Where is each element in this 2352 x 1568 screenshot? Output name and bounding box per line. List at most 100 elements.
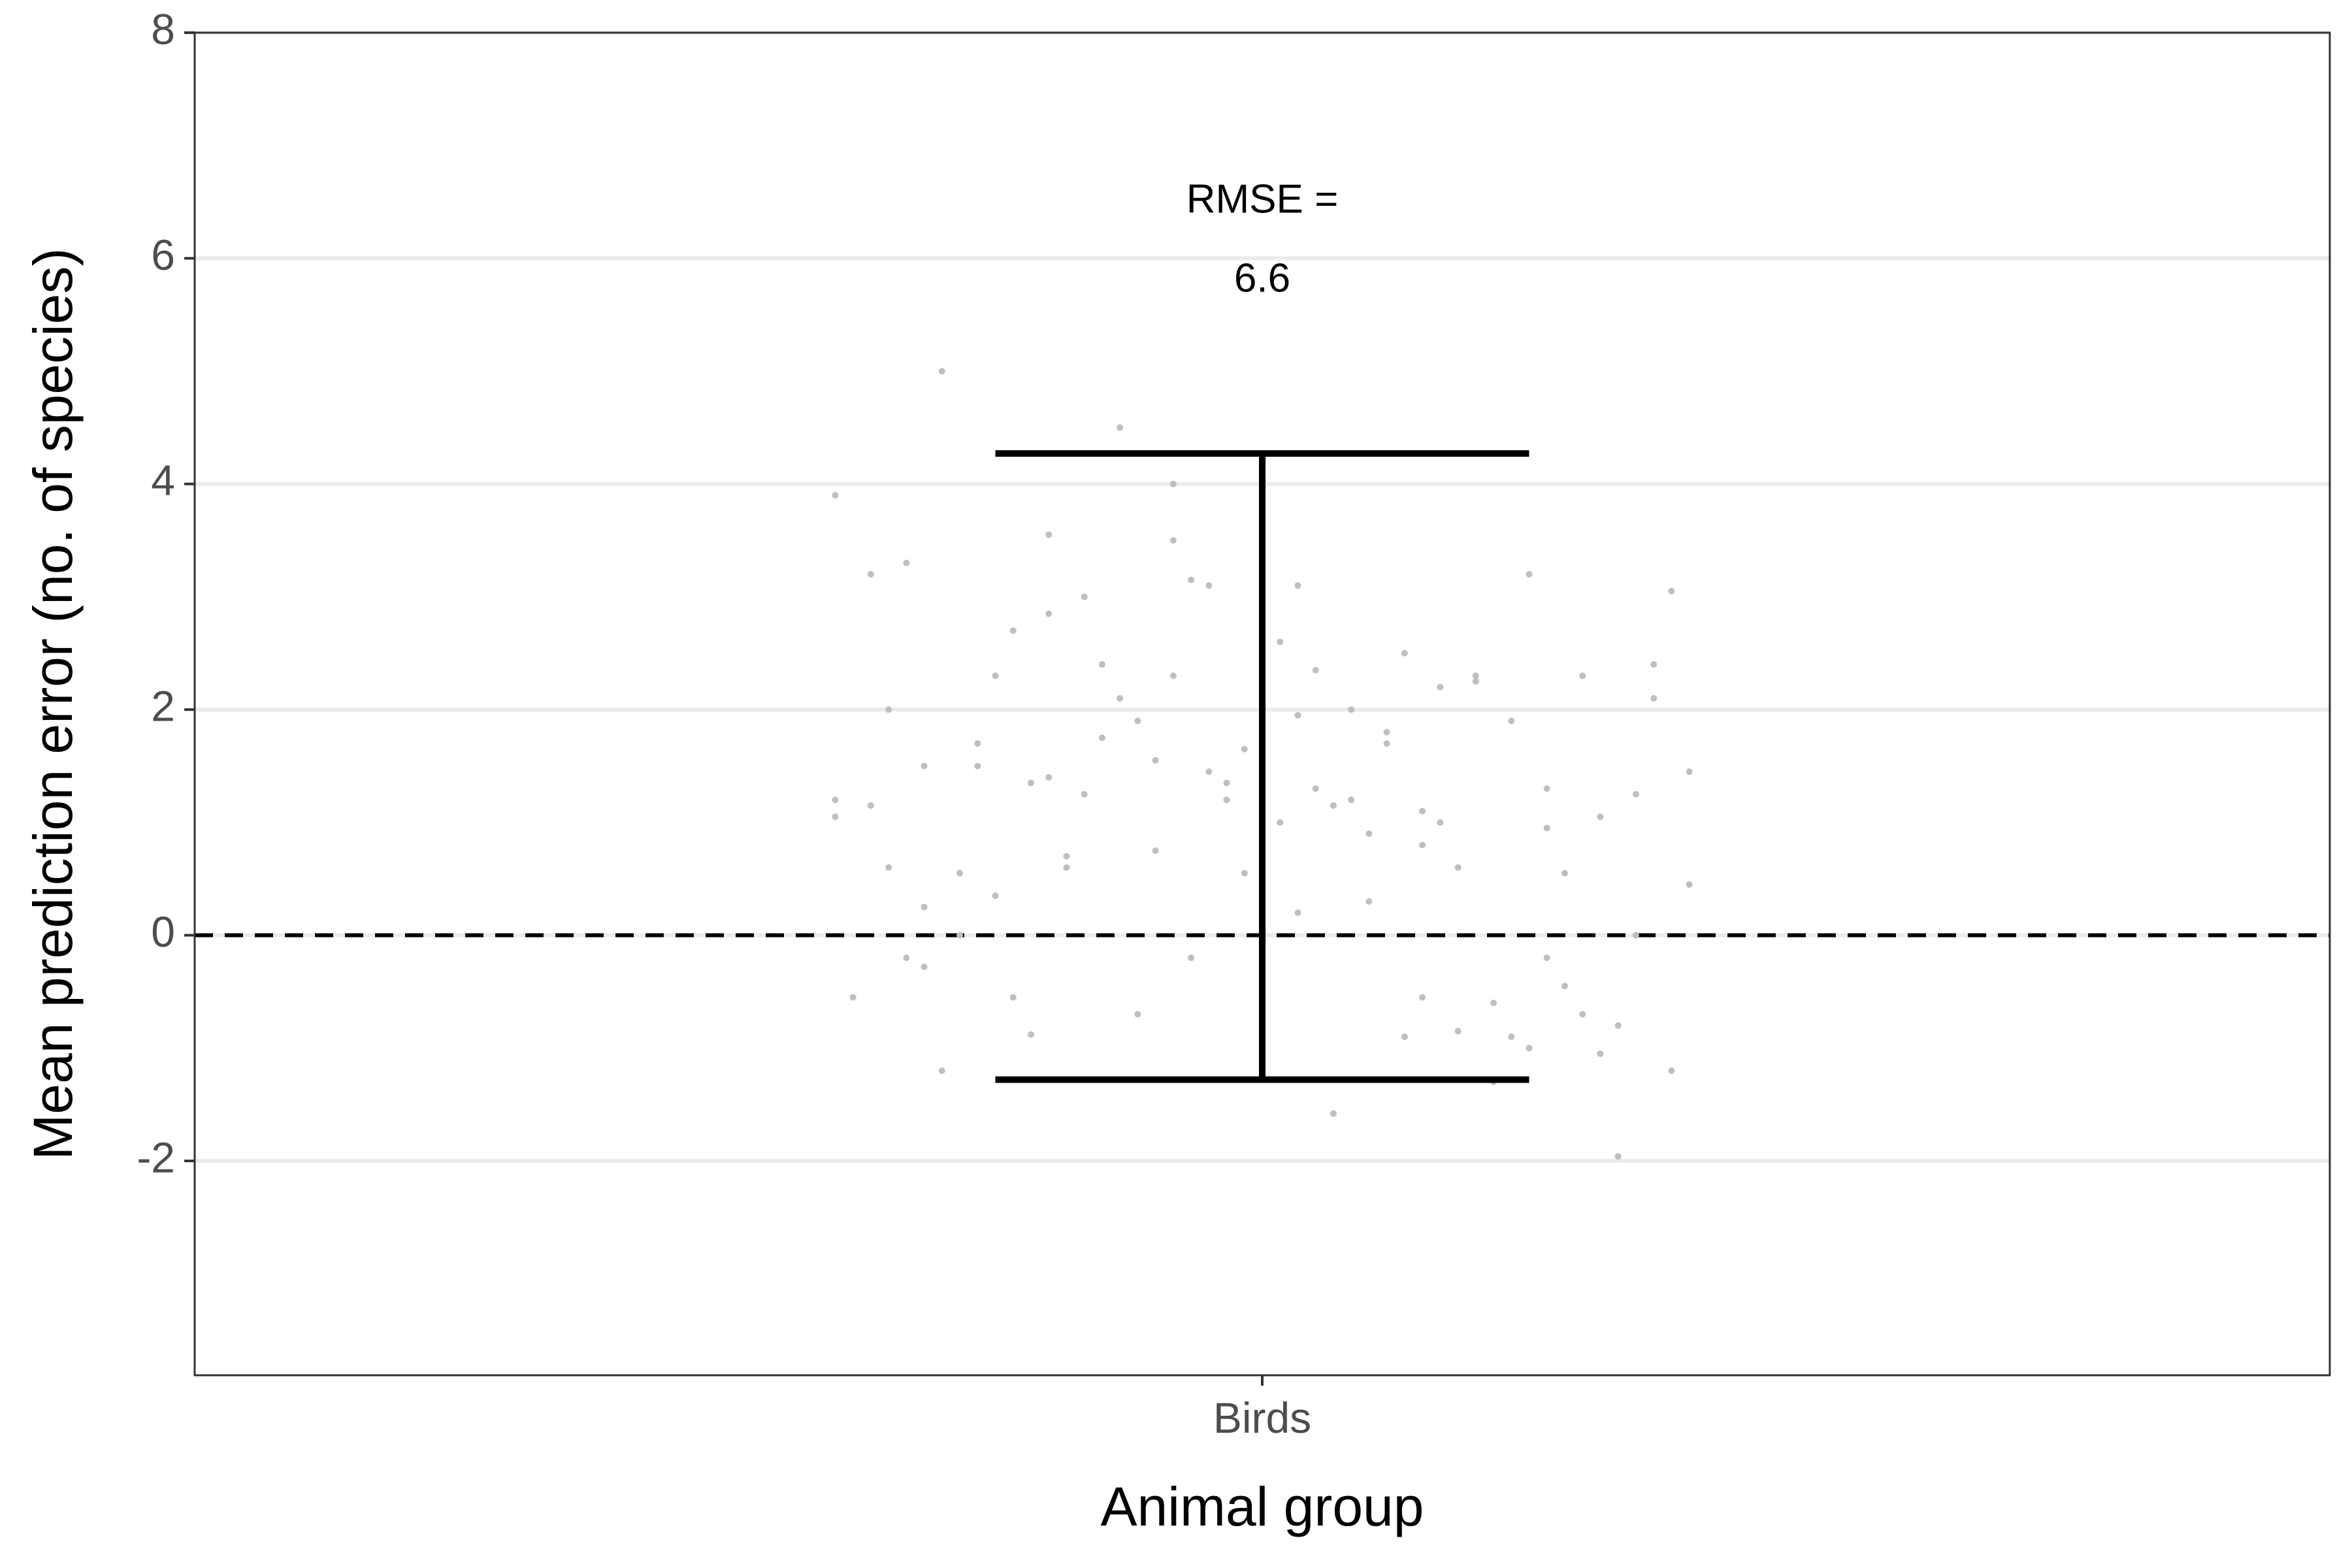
data-point xyxy=(1045,531,1053,538)
data-point xyxy=(1543,825,1550,832)
data-point xyxy=(867,570,874,578)
y-tick-label: 6 xyxy=(151,231,175,279)
error-bar xyxy=(995,450,1529,1083)
data-point xyxy=(1277,638,1284,645)
data-point xyxy=(1561,983,1568,990)
data-point xyxy=(1009,994,1017,1001)
data-point xyxy=(1472,672,1479,679)
data-point xyxy=(1045,774,1053,781)
rmse-value: 6.6 xyxy=(1234,255,1290,301)
data-point xyxy=(1009,627,1017,634)
data-point xyxy=(1419,994,1426,1001)
data-point xyxy=(1632,791,1639,798)
data-point xyxy=(1045,610,1053,617)
y-tick-label: 0 xyxy=(151,907,175,956)
data-point xyxy=(1668,587,1675,595)
data-point xyxy=(1223,796,1230,804)
data-point xyxy=(992,672,999,679)
data-point xyxy=(1508,717,1515,725)
data-point xyxy=(1117,694,1124,702)
data-point xyxy=(974,762,981,770)
data-point xyxy=(938,1067,945,1074)
data-point xyxy=(1294,909,1301,916)
data-point xyxy=(849,994,857,1001)
data-point xyxy=(1454,1028,1462,1035)
data-point xyxy=(1419,808,1426,815)
data-point xyxy=(1081,791,1088,798)
data-point xyxy=(1348,706,1355,713)
data-point xyxy=(1437,683,1444,691)
data-point xyxy=(1579,672,1586,679)
y-tick-label: 4 xyxy=(151,456,175,504)
x-tick-label: Birds xyxy=(1213,1394,1311,1442)
data-point xyxy=(921,762,928,770)
data-point xyxy=(1027,779,1034,787)
data-point xyxy=(1098,734,1105,742)
data-point xyxy=(1614,1022,1622,1029)
data-point xyxy=(1081,593,1088,600)
data-point xyxy=(1597,813,1604,821)
data-point xyxy=(1437,819,1444,826)
rmse-label: RMSE = xyxy=(1186,176,1339,221)
data-point xyxy=(1169,537,1177,544)
data-point xyxy=(1365,898,1373,905)
data-point xyxy=(938,368,945,375)
data-point xyxy=(921,963,928,970)
data-point xyxy=(921,904,928,911)
data-point xyxy=(1668,1067,1675,1074)
data-point xyxy=(1401,1033,1408,1040)
data-point xyxy=(1063,864,1070,871)
data-points xyxy=(832,368,1693,1160)
data-point xyxy=(1205,582,1213,589)
data-point xyxy=(1526,570,1533,578)
data-point xyxy=(1365,830,1373,838)
data-point xyxy=(1223,779,1230,787)
data-point xyxy=(956,870,964,877)
data-point xyxy=(1526,1045,1533,1052)
data-point xyxy=(1312,785,1319,792)
data-point xyxy=(1330,1110,1337,1117)
data-point xyxy=(903,955,910,962)
data-point xyxy=(1508,1033,1515,1040)
data-point xyxy=(867,802,874,809)
data-point xyxy=(1294,582,1301,589)
y-axis-title: Mean prediction error (no. of species) xyxy=(22,248,84,1160)
data-point xyxy=(1330,802,1337,809)
data-point xyxy=(1205,768,1213,776)
data-point xyxy=(1419,841,1426,849)
data-point xyxy=(1490,1000,1497,1007)
data-point xyxy=(1383,740,1390,747)
data-point xyxy=(1294,711,1301,719)
data-point xyxy=(1632,932,1639,939)
data-point xyxy=(1312,666,1319,674)
data-point xyxy=(1543,785,1550,792)
data-point xyxy=(1650,661,1658,668)
data-point xyxy=(1686,881,1693,888)
y-tick-label: 2 xyxy=(151,682,175,730)
data-point xyxy=(1401,649,1408,657)
data-point xyxy=(885,864,892,871)
data-point xyxy=(1169,672,1177,679)
data-point xyxy=(1543,955,1550,962)
data-point xyxy=(903,559,910,566)
data-point xyxy=(1098,661,1105,668)
data-point xyxy=(1152,847,1159,854)
data-point xyxy=(1348,796,1355,804)
data-point xyxy=(1686,768,1693,776)
data-point xyxy=(1188,576,1195,583)
data-point xyxy=(1277,819,1284,826)
data-point xyxy=(1152,757,1159,764)
data-point xyxy=(1241,745,1248,753)
data-point xyxy=(885,706,892,713)
data-point xyxy=(1169,480,1177,487)
data-point xyxy=(1454,864,1462,871)
data-point xyxy=(956,932,964,939)
data-point xyxy=(832,492,839,499)
data-point xyxy=(1134,717,1141,725)
data-point xyxy=(832,796,839,804)
x-axis: Birds xyxy=(1213,1375,1311,1442)
data-point xyxy=(992,892,999,900)
data-point xyxy=(1134,1011,1141,1018)
